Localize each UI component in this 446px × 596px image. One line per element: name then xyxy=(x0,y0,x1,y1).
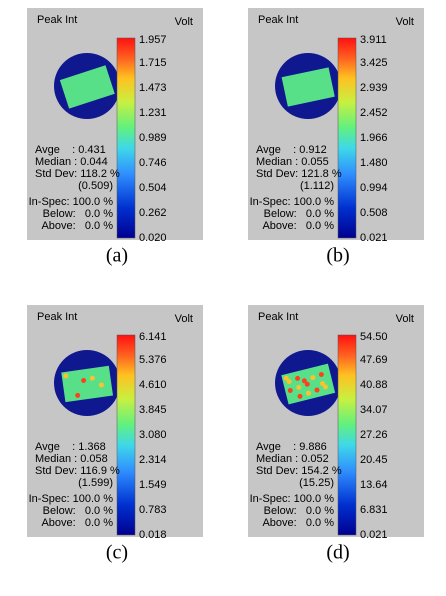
unit-label: Volt xyxy=(396,16,414,28)
unit-label: Volt xyxy=(175,16,193,28)
stat-line: Std Dev: 118.2 % xyxy=(35,168,120,180)
figure: Peak Int Volt 1.957 1.715 1.473 1.231 0.989 0.7… xyxy=(0,0,446,596)
panel: Peak Int Volt 6.141 5.376 4.610 3.845 3.080 2.3… xyxy=(27,305,203,541)
stat-line: Median : 0.055 xyxy=(256,156,329,168)
spec-line: In-Spec: 100.0 % xyxy=(29,493,114,505)
caption: (c) xyxy=(106,542,128,564)
panel: Peak Int Volt 54.50 47.69 40.88 34.07 27.26 20.… xyxy=(248,305,424,541)
panel: Peak Int Volt 1.957 1.715 1.473 1.231 0.989 0.7… xyxy=(27,8,203,244)
spec-line: Below: 0.0 % xyxy=(264,208,335,220)
scale-label: 3.080 xyxy=(139,429,167,441)
stat-line: Median : 0.044 xyxy=(35,156,108,168)
scale-label: 4.610 xyxy=(139,379,167,391)
std-value: (0.509) xyxy=(78,180,113,192)
stat-line: Median : 0.052 xyxy=(256,453,329,465)
scale-label: 54.50 xyxy=(360,331,388,343)
spec-line: In-Spec: 100.0 % xyxy=(29,196,114,208)
stat-line: Avge : 0.431 xyxy=(35,144,106,156)
scale-label: 2.452 xyxy=(360,107,388,119)
std-value: (15.25) xyxy=(299,477,334,489)
spec-line: Above: 0.0 % xyxy=(41,220,113,232)
scale-label: 27.26 xyxy=(360,429,388,441)
scale-label: 0.989 xyxy=(139,132,167,144)
stat-line: Median : 0.058 xyxy=(35,453,108,465)
scale-label: 3.911 xyxy=(360,34,387,46)
colorbar xyxy=(338,38,356,238)
colorbar xyxy=(117,38,135,238)
panel-title: Peak Int xyxy=(258,14,298,26)
scale-label: 3.425 xyxy=(360,57,388,69)
spec-line: Above: 0.0 % xyxy=(41,517,113,529)
scale-label: 0.021 xyxy=(360,232,388,244)
scale-label: 20.45 xyxy=(360,454,388,466)
stat-line: Avge : 0.912 xyxy=(256,144,327,156)
scale-label: 6.141 xyxy=(139,331,167,343)
stat-line: Avge : 9.886 xyxy=(256,441,327,453)
scale-label: 0.783 xyxy=(139,504,167,516)
spec-line: Above: 0.0 % xyxy=(262,220,334,232)
scale-label: 3.845 xyxy=(139,404,167,416)
scale-label: 2.939 xyxy=(360,82,388,94)
stat-line: Std Dev: 121.8 % xyxy=(256,168,342,180)
std-value: (1.599) xyxy=(78,477,113,489)
colorbar xyxy=(338,335,356,535)
unit-label: Volt xyxy=(396,313,414,325)
scale-label: 1.231 xyxy=(139,107,167,119)
unit-label: Volt xyxy=(175,313,193,325)
scale-label: 0.508 xyxy=(360,207,388,219)
spec-line: Below: 0.0 % xyxy=(264,505,335,517)
scale-label: 1.957 xyxy=(139,34,167,46)
scale-label: 1.473 xyxy=(139,82,167,94)
spec-line: In-Spec: 100.0 % xyxy=(250,493,335,505)
spec-line: In-Spec: 100.0 % xyxy=(250,196,335,208)
scale-label: 1.966 xyxy=(360,132,388,144)
scale-label: 2.314 xyxy=(139,454,167,466)
caption: (b) xyxy=(326,245,349,267)
stat-line: Avge : 1.368 xyxy=(35,441,106,453)
scale-label: 0.504 xyxy=(139,182,167,194)
spec-line: Below: 0.0 % xyxy=(43,208,114,220)
scale-label: 0.018 xyxy=(139,529,167,541)
panel-title: Peak Int xyxy=(258,311,298,323)
scale-label: 0.746 xyxy=(139,157,167,169)
caption: (a) xyxy=(106,245,128,267)
scale-label: 5.376 xyxy=(139,354,167,366)
scale-label: 0.994 xyxy=(360,182,388,194)
scale-label: 34.07 xyxy=(360,404,388,416)
panel: Peak Int Volt 3.911 3.425 2.939 2.452 1.966 1.4… xyxy=(248,8,424,244)
scale-label: 0.021 xyxy=(360,529,388,541)
scale-label: 0.020 xyxy=(139,232,167,244)
colorbar xyxy=(117,335,135,535)
panel-title: Peak Int xyxy=(37,311,77,323)
std-value: (1.112) xyxy=(300,180,334,192)
spec-line: Above: 0.0 % xyxy=(262,517,334,529)
scale-label: 47.69 xyxy=(360,354,388,366)
scale-label: 1.715 xyxy=(139,57,167,69)
stat-line: Std Dev: 154.2 % xyxy=(256,465,342,477)
scale-label: 1.480 xyxy=(360,157,388,169)
scale-label: 40.88 xyxy=(360,379,388,391)
spec-line: Below: 0.0 % xyxy=(43,505,114,517)
scale-label: 0.262 xyxy=(139,207,167,219)
panel-title: Peak Int xyxy=(37,14,77,26)
scale-label: 6.831 xyxy=(360,504,388,516)
scale-label: 13.64 xyxy=(360,479,388,491)
caption: (d) xyxy=(326,542,349,564)
scale-label: 1.549 xyxy=(139,479,167,491)
stat-line: Std Dev: 116.9 % xyxy=(35,465,120,477)
